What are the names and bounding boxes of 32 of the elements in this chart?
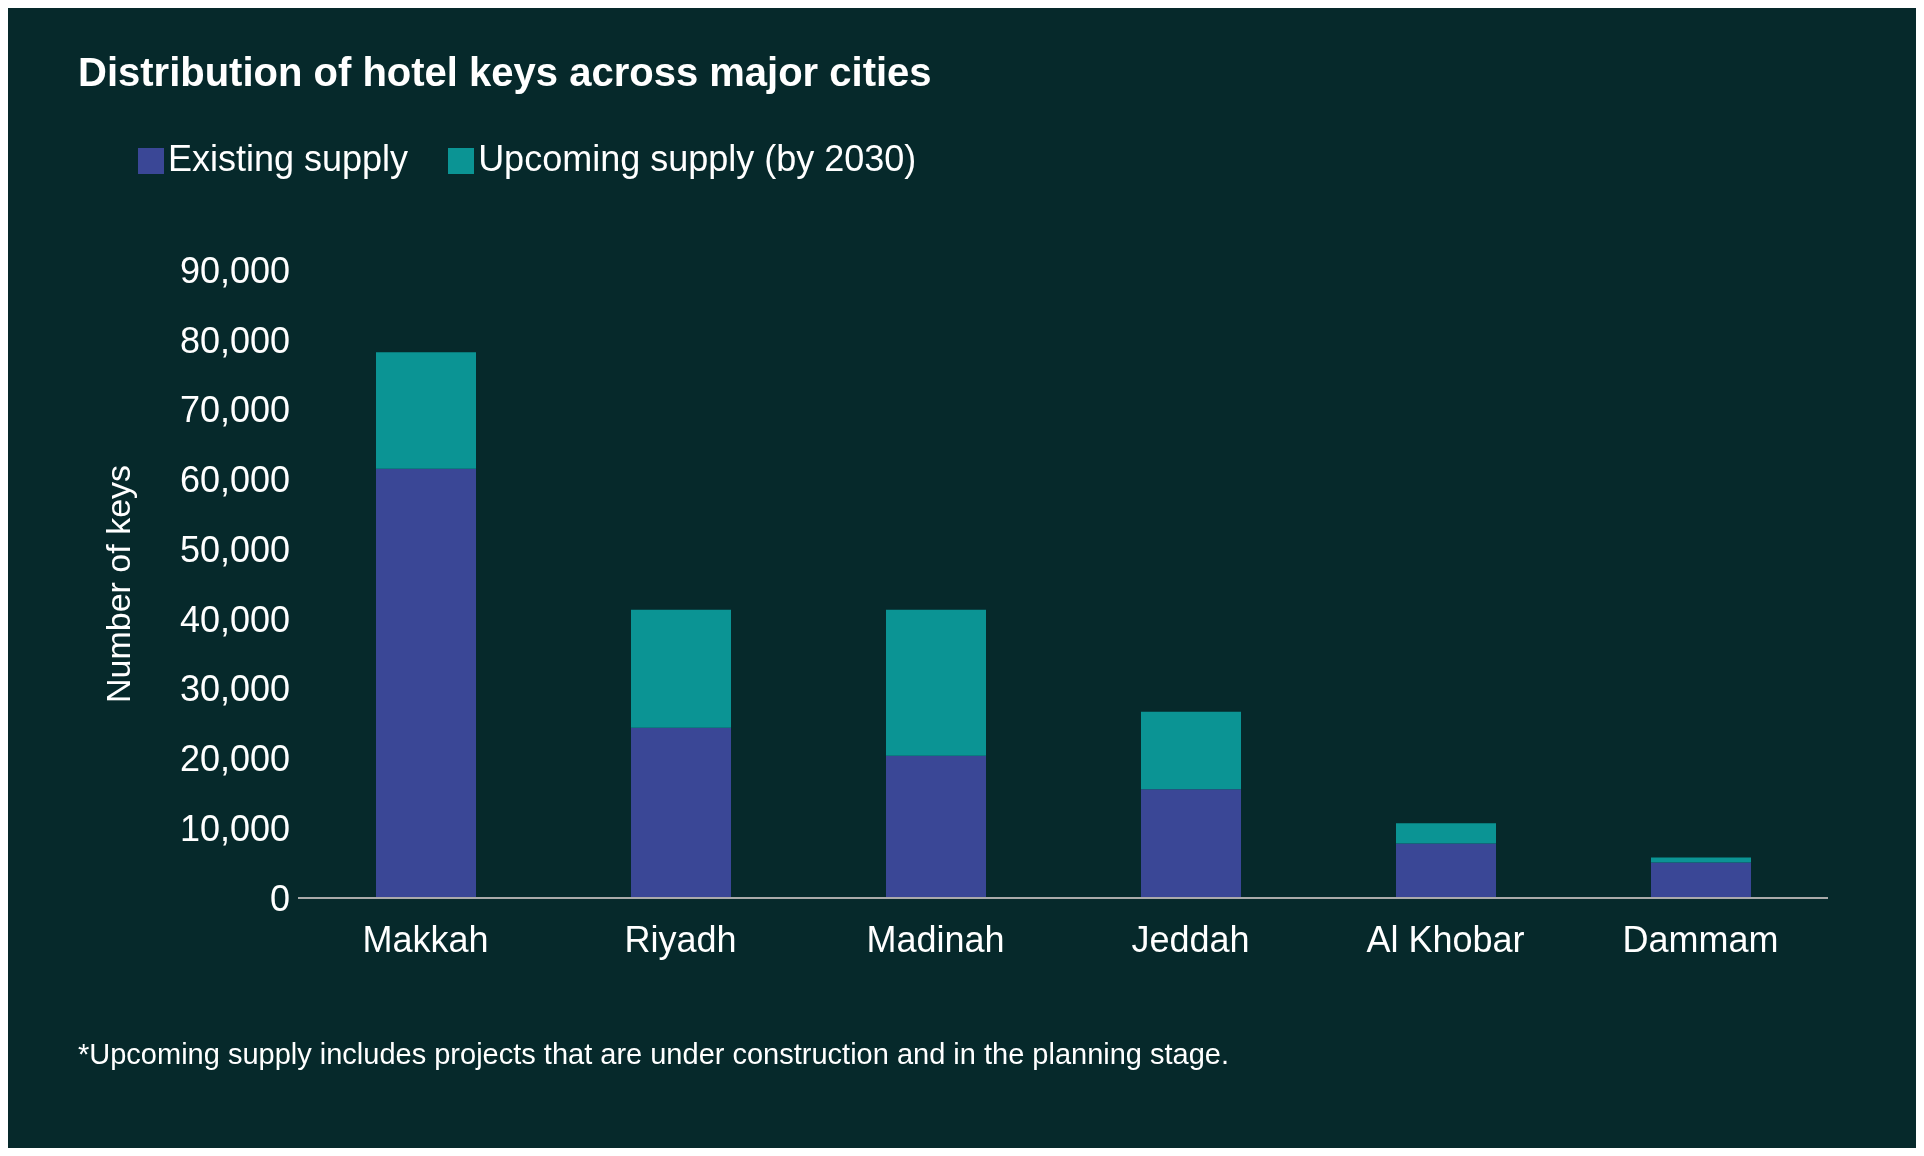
y-tick-label: 80,000 <box>179 319 290 361</box>
y-tick-label: 20,000 <box>179 738 290 780</box>
x-tick-label: Dammam <box>1622 918 1779 960</box>
y-tick-label: 60,000 <box>179 459 290 501</box>
bar <box>376 352 476 469</box>
x-tick-label: Jeddah <box>1131 918 1250 960</box>
x-tick-label: Riyadh <box>624 918 737 960</box>
bar <box>376 468 476 898</box>
y-axis-title: Number of keys <box>99 464 138 704</box>
bar <box>886 755 986 898</box>
legend-label: Upcoming supply (by 2030) <box>478 138 917 179</box>
bar <box>631 727 731 898</box>
bar <box>1141 789 1241 898</box>
y-tick-label: 40,000 <box>179 598 290 640</box>
y-tick-label: 50,000 <box>179 528 290 570</box>
bar <box>1396 823 1496 844</box>
y-tick-label: 0 <box>269 877 290 919</box>
bar <box>631 609 731 728</box>
chart-title: Distribution of hotel keys across major cities <box>78 50 932 95</box>
bar <box>886 609 986 756</box>
x-tick-label: Madinah <box>866 918 1005 960</box>
bar <box>1396 843 1496 898</box>
y-tick-label: 70,000 <box>179 389 290 431</box>
y-tick-label: 30,000 <box>179 668 290 710</box>
y-tick-label: 90,000 <box>179 249 290 291</box>
x-tick-label: Al Khobar <box>1366 918 1525 960</box>
x-tick-label: Makkah <box>362 918 489 960</box>
legend-label: Existing supply <box>168 138 409 179</box>
y-tick-label: 10,000 <box>179 808 290 849</box>
text: *Upcoming supply includes projects that are under construction and in the planning stage. <box>78 1038 1230 1071</box>
bar <box>1141 711 1241 790</box>
bar <box>1651 862 1751 898</box>
